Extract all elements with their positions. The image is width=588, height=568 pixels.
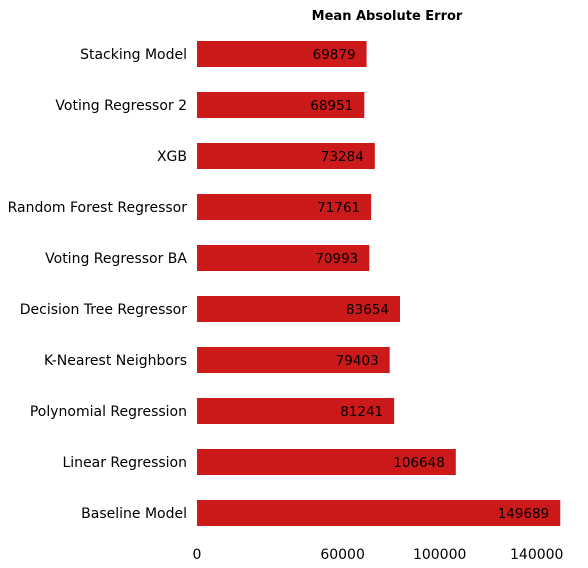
category-label: XGB: [157, 149, 187, 165]
data-label: 73284: [321, 149, 364, 165]
bar-decision-tree-regressor: [197, 296, 401, 322]
data-label: 83654: [346, 302, 389, 318]
category-label: Voting Regressor 2: [55, 98, 187, 114]
category-label: Voting Regressor BA: [45, 251, 187, 267]
bar-voting-regressor-2: [197, 92, 365, 118]
category-label: Polynomial Regression: [30, 404, 187, 420]
category-labels-group: Stacking Model Voting Regressor 2 XGB Rando…: [8, 47, 188, 522]
data-label: 69879: [313, 47, 356, 63]
data-label: 70993: [315, 251, 358, 267]
data-label: 106648: [393, 455, 445, 471]
x-axis-ticks-group: 0 60000 100000 140000: [193, 547, 564, 563]
category-label: K-Nearest Neighbors: [44, 353, 187, 369]
bars-group: [197, 41, 561, 526]
x-tick-label: 0: [193, 547, 202, 563]
data-label: 81241: [340, 404, 383, 420]
chart-title: Mean Absolute Error: [312, 9, 463, 24]
category-label: Decision Tree Regressor: [20, 302, 187, 318]
bar-polynomial-regression: [197, 398, 395, 424]
data-labels-group: 69879 68951 73284 71761 70993 83654 79403 81241…: [310, 47, 549, 522]
category-label: Linear Regression: [62, 455, 187, 471]
data-label: 71761: [317, 200, 360, 216]
category-label: Stacking Model: [80, 47, 187, 63]
bar-linear-regression: [197, 449, 456, 475]
bar-xgb: [197, 143, 375, 169]
bar-stacking-model: [197, 41, 367, 67]
data-label: 79403: [336, 353, 379, 369]
bar-baseline-model: [197, 500, 561, 526]
bar-voting-regressor-ba: [197, 245, 370, 271]
data-label: 68951: [310, 98, 353, 114]
category-label: Baseline Model: [81, 506, 187, 522]
bar-random-forest-regressor: [197, 194, 372, 220]
data-label: 149689: [498, 506, 550, 522]
x-tick-label: 60000: [320, 547, 365, 563]
category-label: Random Forest Regressor: [8, 200, 188, 216]
bar-k-nearest-neighbors: [197, 347, 390, 373]
x-tick-label: 140000: [510, 547, 563, 563]
x-tick-label: 100000: [413, 547, 466, 563]
